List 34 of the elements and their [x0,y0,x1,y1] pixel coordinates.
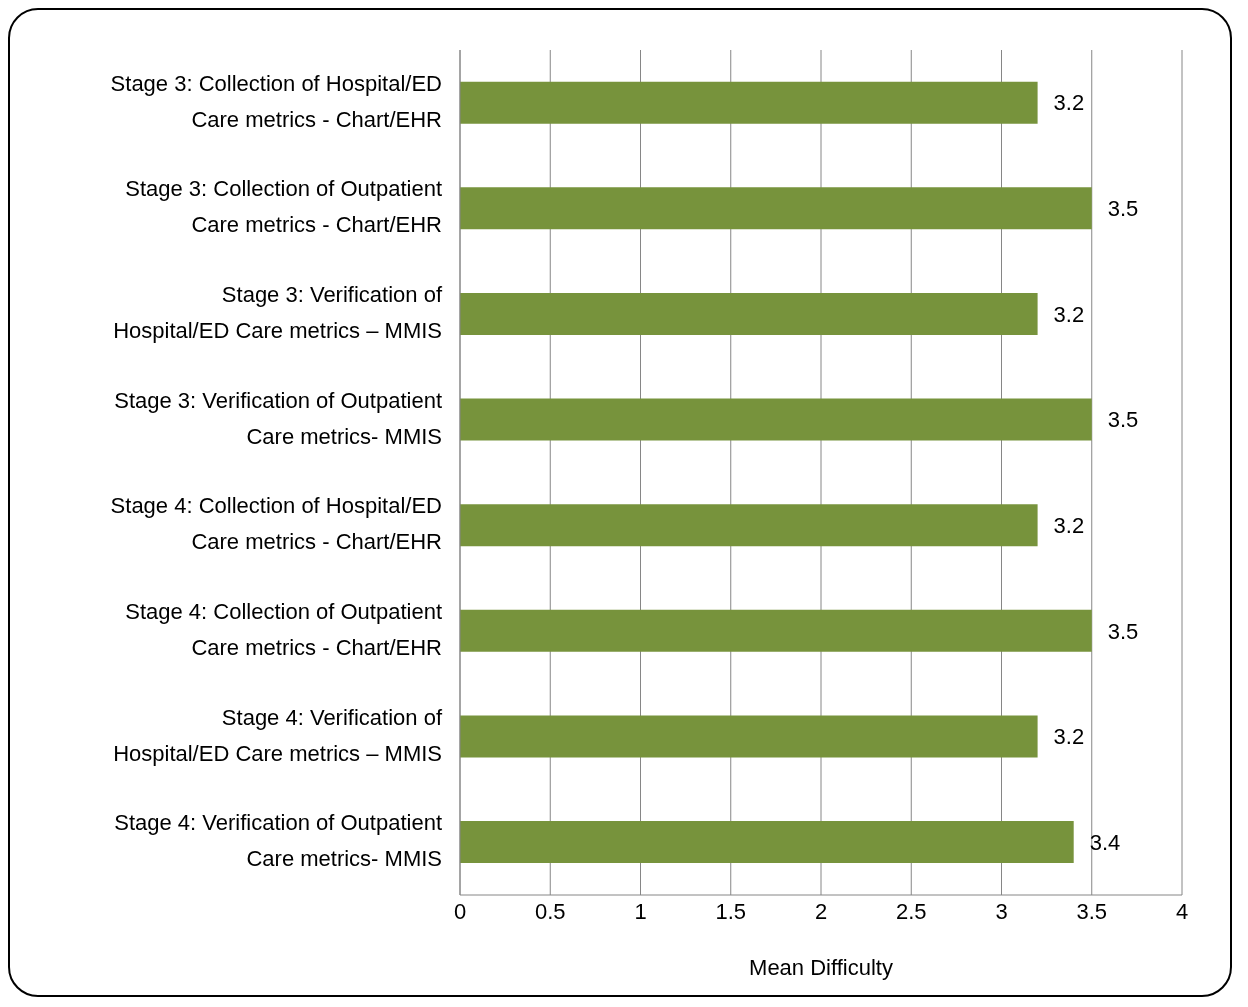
y-tick-label: Stage 3: Collection of Outpatient Care metrics - Chart/EHR [125,176,442,238]
y-tick-label: Stage 4: Verification of Outpatient Care metrics- MMIS [114,810,442,871]
x-tick-label: 2 [814,898,828,924]
y-tick-label: Stage 3: Verification of Outpatient Care metrics- MMIS [114,387,442,449]
x-tick-label: 0 [453,898,467,924]
data-label: 3.5 [1107,618,1139,644]
y-tick-label: Stage 4: Collection of Outpatient Care metrics - Chart/EHR [125,598,442,660]
y-tick-label: Stage 3: Verification of Hospital/ED Care metrics – MMIS [113,281,443,343]
bar [460,187,1092,230]
data-label: 3.2 [1053,724,1085,750]
y-tick-label: Stage 4: Collection of Hospital/ED Care metrics - Chart/EHR [110,493,442,555]
x-tick-label: 3.5 [1076,898,1108,924]
x-axis-title: Mean Difficulty [749,955,893,980]
x-tick-label: 1 [634,898,647,924]
bar [460,81,1038,124]
data-label: 3.5 [1107,196,1139,222]
x-tick-label: 4 [1175,898,1189,924]
y-tick-label: Stage 3: Collection of Hospital/ED Care metrics - Chart/EHR [110,70,442,132]
data-label: 3.2 [1053,90,1085,116]
x-tick-label: 3 [995,898,1008,924]
x-tick-label: 2.5 [895,898,927,924]
bar [460,609,1092,652]
data-label: 3.2 [1053,513,1085,538]
data-label: 3.4 [1089,829,1121,855]
bar [460,292,1038,335]
data-label: 3.5 [1107,407,1139,433]
y-tick-label: Stage 4: Verification of Hospital/ED Care metrics – MMIS [113,704,443,766]
bar [460,821,1074,864]
bar [460,715,1038,758]
bar [460,398,1092,441]
x-tick-label: 1.5 [715,898,747,924]
x-tick-label: 0.5 [534,898,566,924]
bar [460,504,1038,547]
data-label: 3.2 [1053,301,1085,327]
